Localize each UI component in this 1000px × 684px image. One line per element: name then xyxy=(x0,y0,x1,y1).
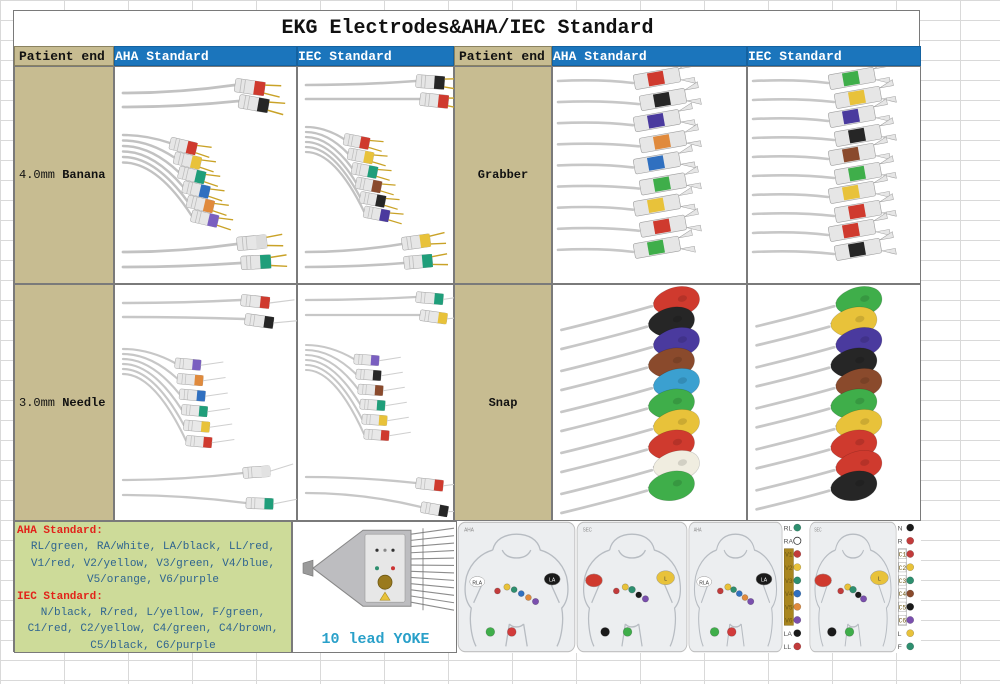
svg-text:LL: LL xyxy=(784,644,792,651)
svg-text:RA: RA xyxy=(784,539,794,546)
svg-text:V5: V5 xyxy=(785,604,793,611)
svg-text:LA: LA xyxy=(549,578,556,584)
svg-text:!: ! xyxy=(384,589,386,592)
svg-text:C1: C1 xyxy=(899,552,907,559)
svg-text:RLA: RLA xyxy=(699,580,709,586)
svg-text:V4: V4 xyxy=(785,591,793,598)
svg-text:AHA: AHA xyxy=(694,527,703,533)
svg-text:L: L xyxy=(898,631,902,638)
svg-text:C2: C2 xyxy=(899,565,907,572)
svg-text:C6: C6 xyxy=(899,618,907,625)
svg-text:C5: C5 xyxy=(899,604,907,611)
svg-text:C3: C3 xyxy=(899,578,907,585)
svg-text:L: L xyxy=(664,576,667,582)
svg-text:V6: V6 xyxy=(785,618,793,625)
svg-text:L: L xyxy=(878,576,881,582)
svg-text:R: R xyxy=(898,539,903,546)
svg-text:AHA: AHA xyxy=(464,527,474,533)
svg-text:N: N xyxy=(898,525,903,532)
svg-text:RLA: RLA xyxy=(472,580,482,586)
svg-text:V3: V3 xyxy=(785,578,793,585)
svg-text:V2: V2 xyxy=(785,565,793,572)
svg-text:LA: LA xyxy=(784,631,793,638)
svg-text:SEC: SEC xyxy=(814,527,822,533)
svg-text:F: F xyxy=(898,644,902,651)
svg-text:LA: LA xyxy=(761,578,768,584)
svg-text:C4: C4 xyxy=(899,591,907,598)
svg-text:V1: V1 xyxy=(785,552,793,559)
svg-text:SEC: SEC xyxy=(583,527,593,533)
svg-text:RL: RL xyxy=(784,525,793,532)
